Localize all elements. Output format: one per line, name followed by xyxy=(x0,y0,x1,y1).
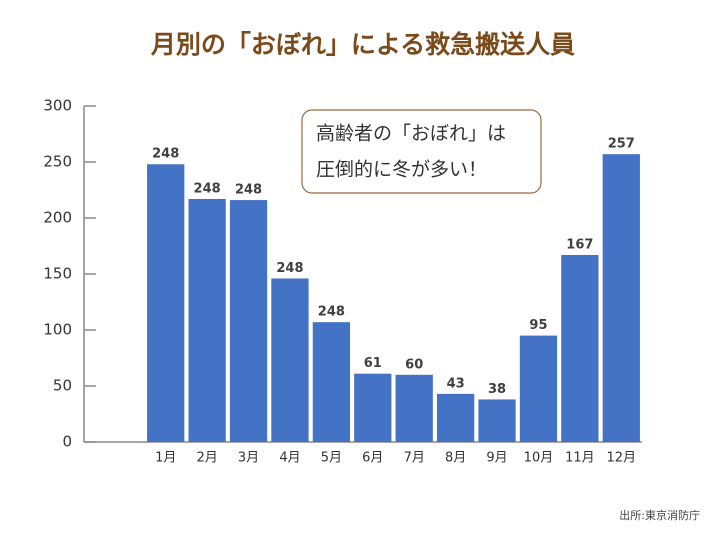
value-label: 248 xyxy=(276,261,303,276)
x-tick-label: 10月 xyxy=(524,451,554,466)
annotation: 圧倒的に冬が多い！ xyxy=(316,159,487,181)
value-label: 257 xyxy=(608,137,635,152)
bar xyxy=(519,335,558,442)
y-tick-label: 0 xyxy=(62,433,72,451)
bar xyxy=(561,254,599,442)
bar xyxy=(395,374,433,442)
y-tick-label: 250 xyxy=(43,153,72,171)
bar xyxy=(436,393,475,442)
x-tick-label: 6月 xyxy=(362,451,383,466)
value-label: 248 xyxy=(194,181,221,196)
x-tick-label: 4月 xyxy=(279,451,300,466)
x-tick-label: 3月 xyxy=(238,451,259,466)
x-tick-label: 9月 xyxy=(486,451,507,466)
value-label: 60 xyxy=(405,357,423,372)
source: 出所:東京消防庁 xyxy=(619,508,700,522)
y-tick-label: 150 xyxy=(43,265,72,283)
value-label: 38 xyxy=(488,382,506,397)
y-tick-label: 100 xyxy=(43,321,72,339)
bar xyxy=(271,278,309,442)
value-label: 167 xyxy=(566,237,593,252)
value-label: 248 xyxy=(235,183,262,198)
x-tick-label: 7月 xyxy=(404,451,425,466)
value-label: 95 xyxy=(529,318,547,333)
bar xyxy=(147,164,185,443)
x-tick-label: 11月 xyxy=(565,451,595,466)
x-tick-label: 8月 xyxy=(445,451,466,466)
bar xyxy=(354,373,392,442)
x-tick-label: 12月 xyxy=(607,451,637,466)
value-label: 43 xyxy=(447,376,465,391)
annotation-box xyxy=(301,109,542,194)
bar xyxy=(478,399,516,442)
bar xyxy=(188,198,226,442)
y-tick-label: 200 xyxy=(43,209,72,227)
y-tick-label: 300 xyxy=(43,97,72,115)
bar xyxy=(602,154,640,442)
x-tick-label: 5月 xyxy=(321,451,342,466)
bar xyxy=(312,322,351,442)
y-tick-label: 50 xyxy=(53,377,72,395)
x-tick-label: 1月 xyxy=(155,451,176,466)
x-tick-label: 2月 xyxy=(196,451,217,466)
bar xyxy=(229,200,268,442)
value-label: 61 xyxy=(364,356,382,371)
value-label: 248 xyxy=(318,305,345,320)
value-label: 248 xyxy=(152,147,179,162)
annotation: 高齢者の「おぼれ」は xyxy=(316,123,506,145)
chart-title: 月別の「おぼれ」による救急搬送人員 xyxy=(150,30,575,59)
